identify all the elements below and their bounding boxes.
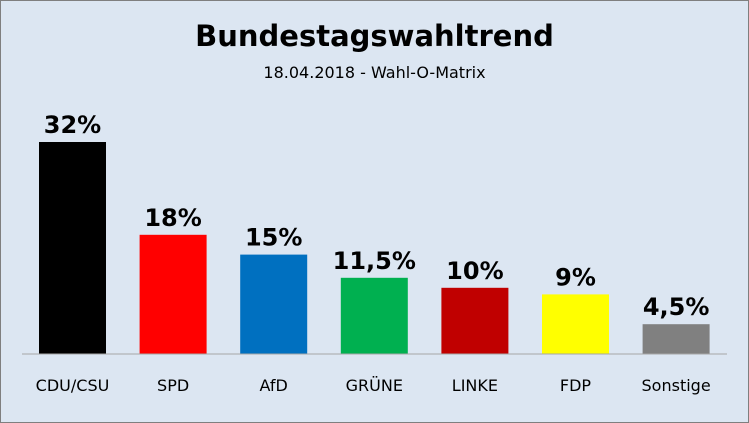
category-label-0: CDU/CSU [36,376,110,395]
bar-1 [139,234,207,355]
category-labels-group: CDU/CSU SPD AfD GRÜNE LINKE FDP Sonstige [36,376,711,395]
bar-0 [39,142,106,354]
chart-title: Bundestagswahltrend [195,19,554,53]
value-label-3: 11,5% [333,247,416,275]
category-label-4: LINKE [452,376,498,395]
chart-subtitle: 18.04.2018 - Wahl-O-Matrix [263,63,486,82]
bar-4 [441,287,509,355]
value-label-6: 4,5% [643,293,710,321]
bar-2 [240,254,308,354]
value-label-2: 15% [245,224,302,252]
bar-3 [340,277,408,354]
value-label-1: 18% [144,204,201,232]
category-label-1: SPD [157,376,189,395]
value-label-0: 32% [44,111,101,139]
value-label-5: 9% [555,263,596,291]
bars-group [39,142,710,355]
category-label-5: FDP [560,376,592,395]
category-label-3: GRÜNE [346,376,403,395]
value-label-4: 10% [446,257,503,285]
bar-5 [542,294,609,354]
value-labels-group: 32% 18% 15% 11,5% 10% 9% 4,5% [44,111,710,321]
bar-6 [642,324,710,354]
category-label-6: Sonstige [642,376,711,395]
category-label-2: AfD [260,376,288,395]
